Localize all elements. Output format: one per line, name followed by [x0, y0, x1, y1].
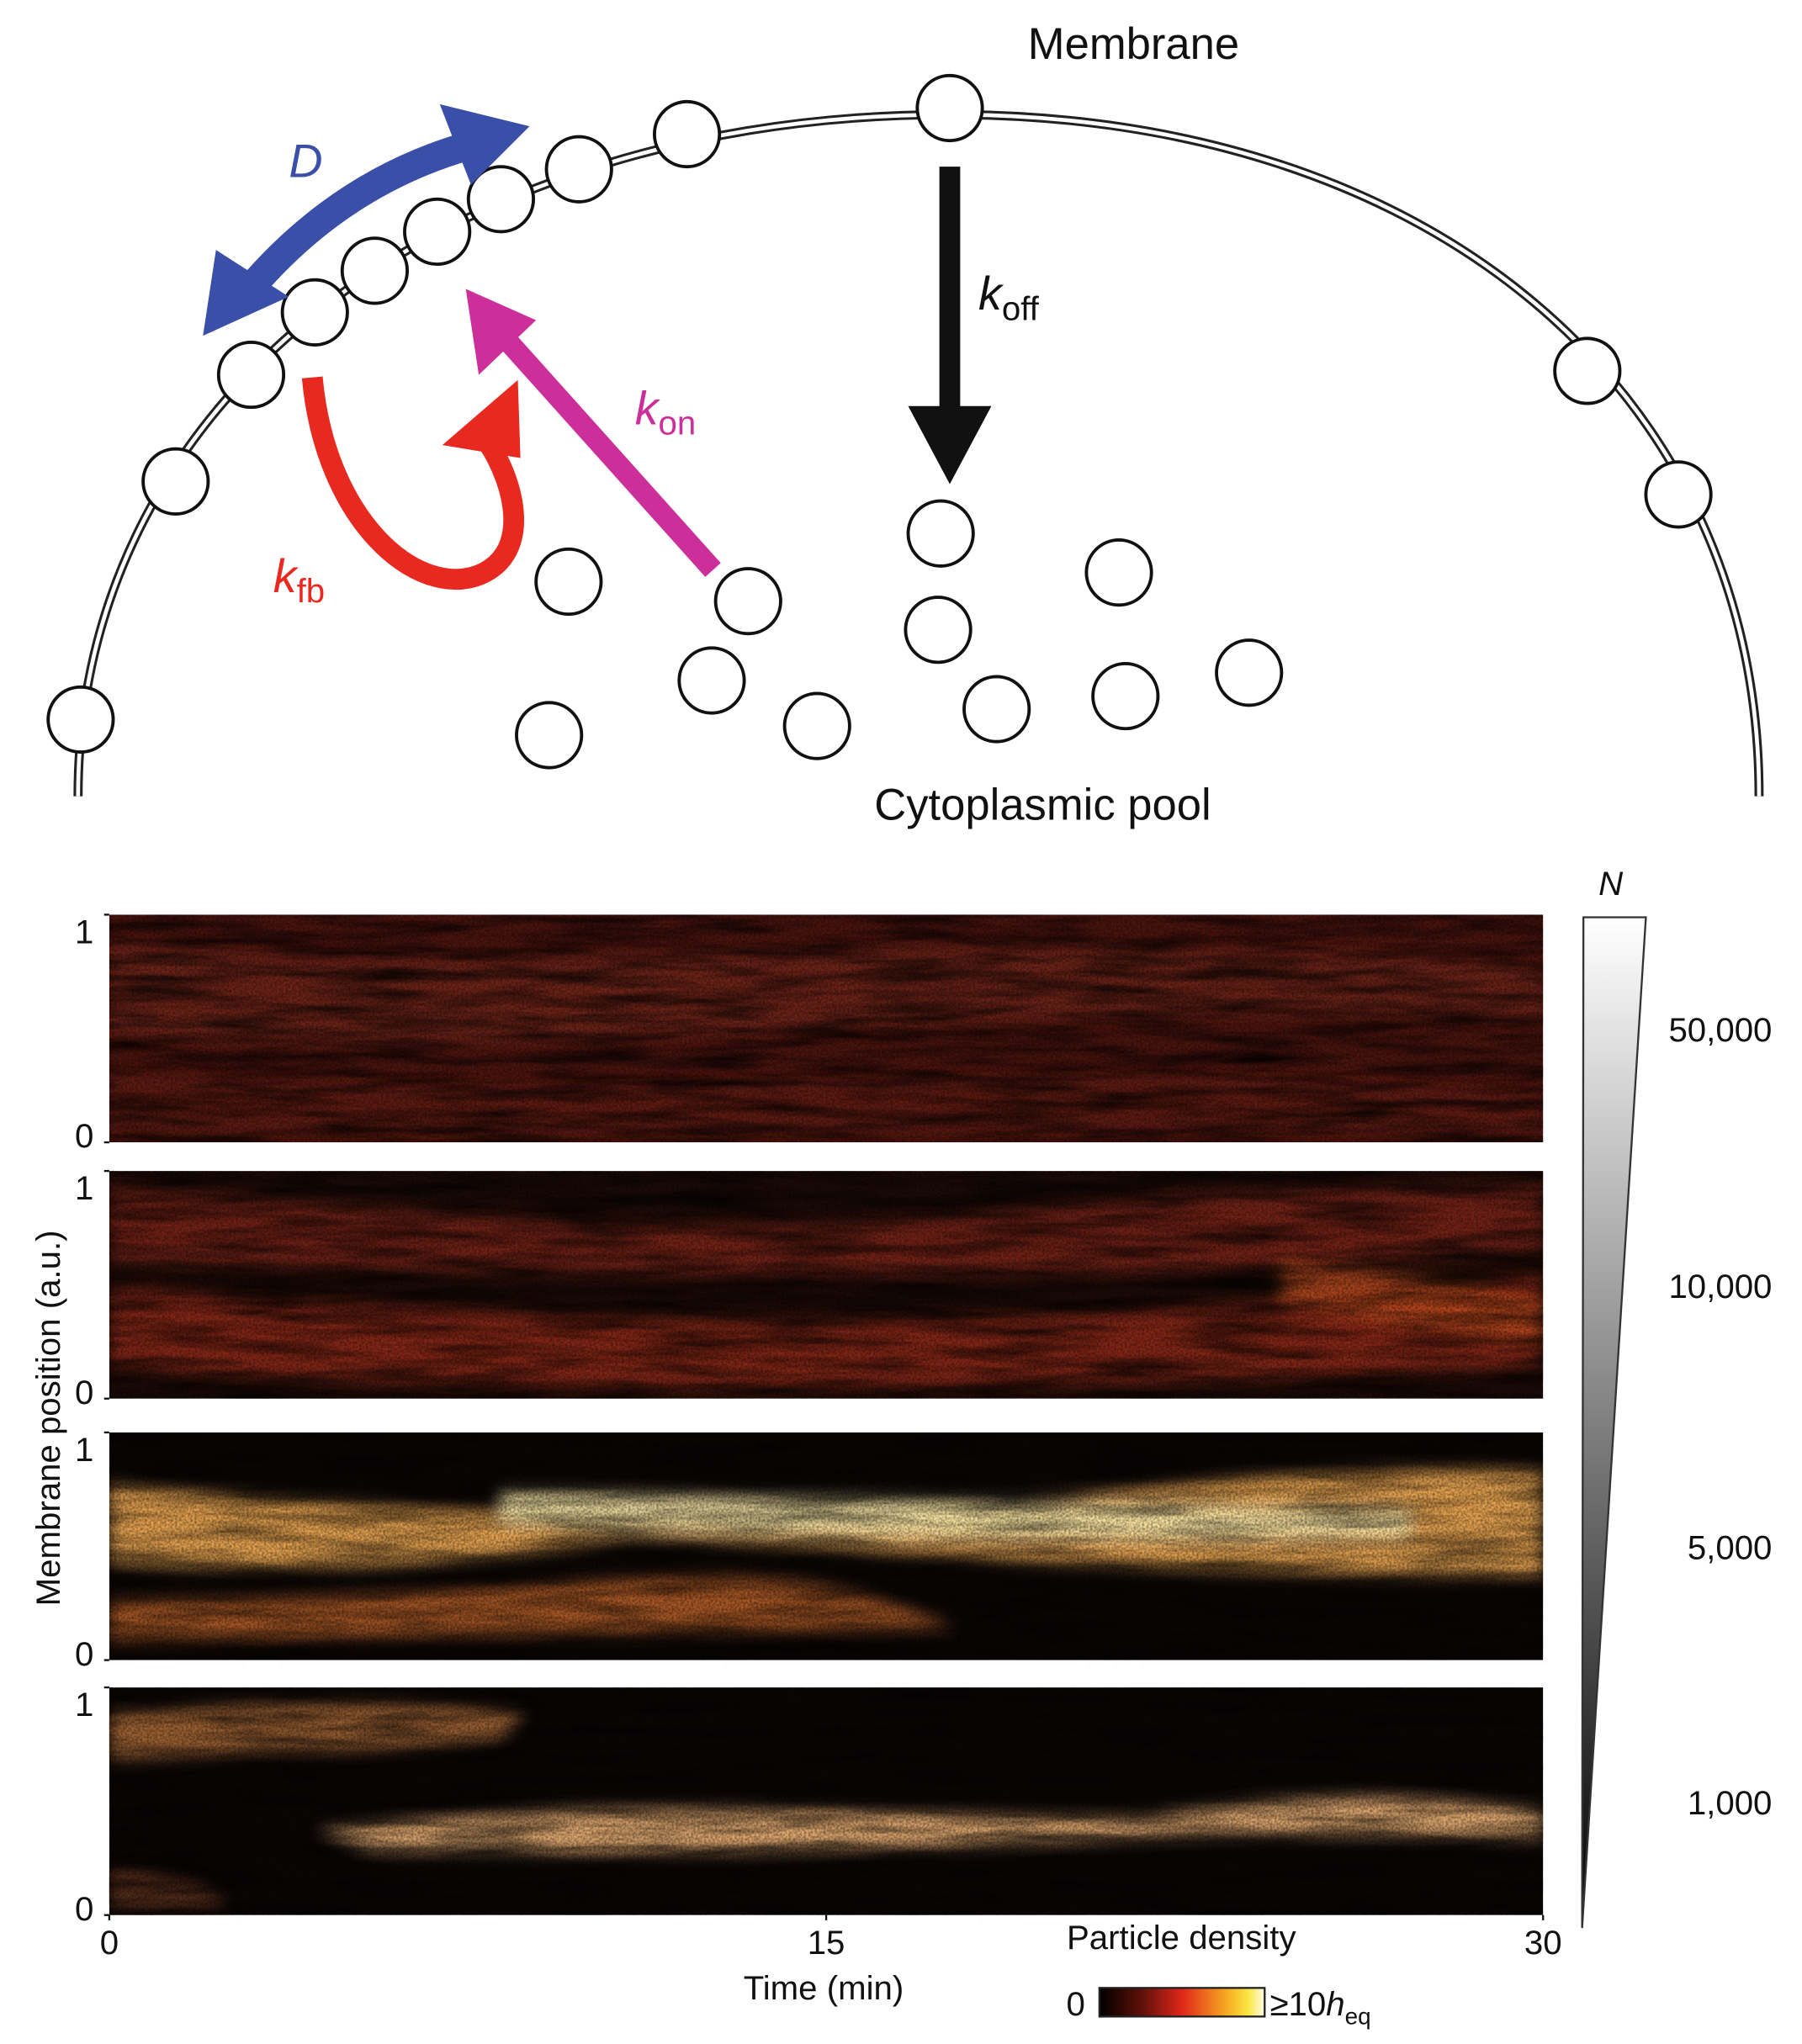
n-scale-tick-label: 10,000 — [1668, 1268, 1772, 1305]
colorbar-title: Particle density — [1067, 1919, 1297, 1957]
arrow-head — [908, 405, 992, 485]
texture — [109, 914, 1544, 1143]
particle — [652, 99, 722, 169]
y-tick-label: 1 — [75, 913, 93, 951]
n-scale-tick-label: 5,000 — [1688, 1529, 1773, 1567]
particle — [544, 135, 613, 204]
particle — [677, 646, 746, 715]
particle — [340, 236, 410, 305]
colorbar — [1098, 1987, 1266, 2018]
diffusion-label: D — [289, 135, 322, 188]
symbol: k — [978, 267, 1004, 320]
particle — [1091, 661, 1160, 731]
particle — [280, 278, 349, 347]
particle — [782, 691, 851, 760]
particle — [141, 447, 210, 516]
particle — [216, 340, 286, 410]
particle — [915, 73, 984, 143]
diffusion-arrow — [239, 132, 473, 299]
y-tick-label: 1 — [75, 1169, 93, 1207]
particle — [1215, 638, 1284, 707]
kfb-label: kfb — [273, 550, 325, 610]
x-tick-label: 30 — [1524, 1924, 1562, 1962]
y-tick-label: 0 — [75, 1635, 93, 1673]
n-scale-label: N — [1598, 865, 1624, 903]
heatmap-panel — [109, 1432, 1544, 1660]
heatmap-panel — [109, 1687, 1544, 1915]
particle — [46, 685, 115, 755]
arrow-head — [442, 379, 521, 458]
texture — [109, 1171, 1544, 1399]
y-tick-label: 1 — [75, 1431, 93, 1469]
symbol: k — [635, 382, 661, 434]
y-tick-label: 0 — [75, 1117, 93, 1155]
y-tick-label: 0 — [75, 1374, 93, 1411]
kfb-arrow — [301, 376, 525, 590]
texture — [109, 1432, 1544, 1660]
pool-label: Cytoplasmic pool — [874, 781, 1211, 830]
particles — [46, 73, 1713, 770]
y-axis-label: Membrane position (a.u.) — [29, 1230, 67, 1606]
kon-arrow — [502, 336, 721, 577]
subscript: fb — [297, 572, 326, 610]
symbol: h — [1326, 1985, 1344, 2023]
prefix: ≥10 — [1269, 1985, 1326, 2023]
y-tick-label: 0 — [75, 1890, 93, 1928]
symbol: k — [273, 550, 299, 602]
particle — [1553, 336, 1622, 405]
particle — [534, 547, 603, 617]
particle — [906, 499, 975, 568]
particle — [403, 197, 472, 267]
colorbar-min: 0 — [1066, 1985, 1084, 2023]
subscript: eq — [1345, 2004, 1371, 2030]
subscript: off — [1002, 290, 1040, 328]
x-axis-label: Time (min) — [744, 1969, 904, 2007]
texture — [109, 1687, 1544, 1915]
particle — [466, 165, 536, 234]
arrow-head — [203, 250, 289, 336]
membrane-label: Membrane — [1028, 19, 1239, 69]
n-scale-tick-label: 1,000 — [1688, 1784, 1773, 1822]
n-scale-tick-label: 50,000 — [1668, 1011, 1772, 1049]
colorbar-max: ≥10heq — [1269, 1985, 1370, 2030]
kon-label: kon — [635, 382, 697, 442]
particle — [515, 701, 584, 770]
y-tick-label: 1 — [75, 1686, 93, 1724]
particle — [1084, 538, 1153, 607]
heatmap-panel — [109, 1171, 1544, 1399]
koff-label: koff — [978, 267, 1040, 327]
x-tick-label: 15 — [808, 1924, 845, 1962]
particle — [962, 675, 1031, 744]
subscript: on — [659, 405, 697, 442]
particle — [904, 596, 973, 665]
arrow-head — [439, 103, 530, 185]
arrow-head — [465, 289, 537, 375]
particle — [1644, 460, 1713, 529]
heatmap-panel — [109, 914, 1544, 1143]
particle — [713, 567, 782, 636]
x-tick-label: 0 — [100, 1924, 119, 1962]
n-scale-wedge — [1581, 916, 1647, 1929]
